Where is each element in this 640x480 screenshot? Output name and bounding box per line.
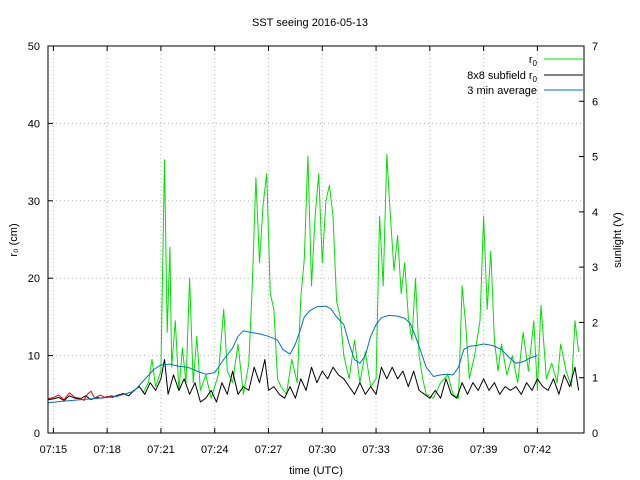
x-tick-label: 07:24 xyxy=(201,444,229,456)
plot-frame xyxy=(47,45,585,434)
y-tick-label: 20 xyxy=(28,273,40,285)
y-axis-title: r₀ (cm) xyxy=(8,223,20,256)
y-tick-label: 30 xyxy=(28,196,40,208)
legend-subfield-base: 8x8 subfield r xyxy=(467,70,533,82)
x-tick-label: 07:33 xyxy=(362,444,390,456)
y2-tick-label: 2 xyxy=(592,317,598,329)
y2-tick-label: 3 xyxy=(592,262,598,274)
x-tick-label: 07:39 xyxy=(470,444,498,456)
x-tick-label: 07:42 xyxy=(524,444,552,456)
chart-title: SST seeing 2016-05-13 xyxy=(252,17,368,29)
y2-axis-title: sunlight (V) xyxy=(612,212,624,268)
legend-r0-base: r xyxy=(529,54,533,66)
y-tick-label: 10 xyxy=(28,351,40,363)
y2-tick-label: 4 xyxy=(592,207,598,219)
x-tick-label: 07:21 xyxy=(147,444,175,456)
x-tick-label: 07:30 xyxy=(309,444,337,456)
series-line-early-segment xyxy=(47,390,122,401)
x-tick-label: 07:27 xyxy=(255,444,283,456)
axis-ticks: 07:15 07:18 07:21 07:24 07:27 07:30 07:33 07:36… xyxy=(28,41,598,456)
series-layer xyxy=(47,153,580,404)
x-axis-title: time (UTC) xyxy=(289,465,343,477)
series-line-r0 xyxy=(142,153,580,399)
x-tick-label: 07:18 xyxy=(93,444,121,456)
y2-tick-label: 6 xyxy=(592,96,598,108)
y2-tick-label: 0 xyxy=(592,428,598,440)
legend-label-subfield: 8x8 subfield r0 xyxy=(467,70,537,84)
y2-tick-label: 5 xyxy=(592,152,598,164)
legend-r0-subscript: 0 xyxy=(533,59,538,68)
y2-tick-label: 7 xyxy=(592,41,598,53)
y-tick-label: 40 xyxy=(28,118,40,130)
legend-label-average: 3 min average xyxy=(467,85,537,97)
legend: r0 8x8 subfield r0 3 min average xyxy=(467,54,583,97)
legend-subfield-subscript: 0 xyxy=(533,75,538,84)
legend-label-r0: r0 xyxy=(529,54,538,68)
x-tick-label: 07:36 xyxy=(416,444,444,456)
y-tick-label: 0 xyxy=(34,428,40,440)
y2-tick-label: 1 xyxy=(592,373,598,385)
y-tick-label: 50 xyxy=(28,41,40,53)
x-tick-label: 07:15 xyxy=(40,444,68,456)
series-line-average xyxy=(47,305,538,404)
